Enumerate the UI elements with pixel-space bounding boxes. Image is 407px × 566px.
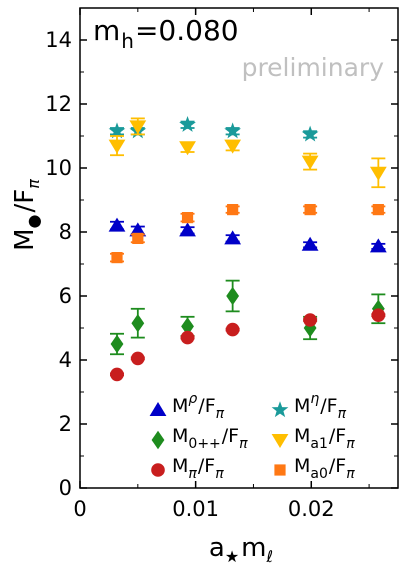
data-point-a0	[227, 204, 239, 216]
legend-label-rho: Mρ/Fπ	[172, 391, 225, 422]
data-point-a0	[111, 252, 123, 264]
legend-entry-a0: Ma0/Fπ	[274, 455, 355, 482]
plot-frame	[79, 7, 399, 489]
y-tick-label: 0	[59, 476, 72, 500]
legend-marker-a1	[271, 434, 289, 448]
data-point-a0	[181, 212, 194, 224]
data-point-pi	[180, 330, 195, 345]
y-axis-label-m: M	[10, 228, 40, 250]
annotation: mh=0.080	[93, 14, 239, 53]
y-tick-label: 14	[45, 28, 72, 52]
data-point-eta	[224, 122, 242, 139]
data-point-sigma	[226, 286, 240, 306]
series-pi	[110, 308, 386, 382]
annotation-value: =0.080	[135, 14, 239, 47]
legend-marker-pi	[151, 463, 165, 477]
data-point-sigma	[131, 314, 145, 333]
x-axis-label-a: a	[209, 533, 225, 563]
y-axis-label-slash: /F	[10, 189, 40, 213]
y-axis-label: M●/Fπ	[10, 179, 43, 251]
y-tick-label: 4	[59, 348, 72, 372]
series-a0	[110, 204, 386, 264]
x-axis-label-sub: ℓ	[266, 547, 274, 566]
data-point-pi	[110, 367, 124, 382]
data-point-a1	[224, 139, 242, 154]
series-rho	[108, 217, 387, 253]
x-tick-label: 0	[73, 497, 86, 521]
x-axis-label-m: m	[241, 533, 266, 563]
data-point-sigma	[181, 317, 194, 336]
data-point-rho	[369, 238, 387, 253]
y-axis-label-sub: π	[24, 179, 43, 189]
legend-marker-sigma	[151, 430, 165, 450]
series-sigma	[110, 279, 386, 356]
data-point-rho	[108, 217, 126, 232]
data-point-rho	[224, 230, 242, 245]
data-marks	[108, 116, 387, 382]
annotation-main: m	[93, 14, 120, 47]
y-tick-label: 6	[59, 284, 72, 308]
data-point-pi	[371, 308, 386, 323]
legend: Mρ/Fπ Mη/Fπ M0++/Fπ Ma1/Fπ Mπ/Fπ Ma0/Fπ	[149, 391, 355, 482]
data-point-pi	[303, 313, 317, 327]
legend-entry-rho: Mρ/Fπ	[149, 391, 225, 422]
data-point-eta	[301, 125, 319, 142]
data-point-sigma	[110, 334, 124, 354]
data-point-pi	[225, 322, 240, 337]
legend-label-a0: Ma0/Fπ	[294, 455, 355, 482]
legend-label-pi: Mπ/Fπ	[172, 455, 224, 482]
legend-label-a1: Ma1/Fπ	[294, 425, 355, 452]
data-point-a0	[304, 204, 316, 216]
x-tick-label: 0.01	[172, 497, 219, 521]
series-a1	[108, 117, 387, 189]
y-tick-label: 2	[59, 412, 72, 436]
data-point-rho	[179, 222, 196, 237]
data-point-a1	[369, 166, 387, 181]
legend-entry-a1: Ma1/Fπ	[271, 425, 355, 452]
y-tick-label: 10	[45, 156, 72, 180]
legend-entry-sigma: M0++/Fπ	[151, 425, 248, 452]
y-tick-label: 12	[45, 92, 72, 116]
data-point-rho	[301, 236, 319, 251]
legend-marker-eta	[271, 401, 289, 418]
x-axis-label: a★mℓ	[209, 533, 273, 566]
data-point-eta	[108, 122, 126, 139]
annotation-sub: h	[121, 29, 134, 53]
y-tick-label: 8	[59, 220, 72, 244]
legend-entry-pi: Mπ/Fπ	[151, 455, 224, 482]
data-point-a0	[132, 232, 144, 244]
data-point-a1	[129, 120, 147, 135]
x-axis-label-star: ★	[225, 547, 239, 566]
data-point-a1	[301, 155, 319, 170]
data-point-a1	[179, 141, 196, 156]
data-point-pi	[131, 351, 145, 366]
watermark: preliminary	[242, 53, 385, 82]
legend-marker-a0	[274, 464, 286, 476]
y-axis-label-bullet: ●	[24, 214, 43, 228]
data-point-a1	[108, 139, 126, 154]
legend-label-sigma: M0++/Fπ	[172, 425, 248, 452]
legend-entry-eta: Mη/Fπ	[271, 391, 347, 422]
ticks: 0 2 4 6 8 10 12 14 0 0.01 0.02	[45, 8, 398, 521]
data-point-a0	[372, 204, 384, 216]
data-point-eta	[179, 116, 196, 132]
x-tick-label: 0.02	[288, 497, 335, 521]
legend-label-eta: Mη/Fπ	[294, 391, 347, 422]
legend-marker-rho	[149, 402, 167, 416]
